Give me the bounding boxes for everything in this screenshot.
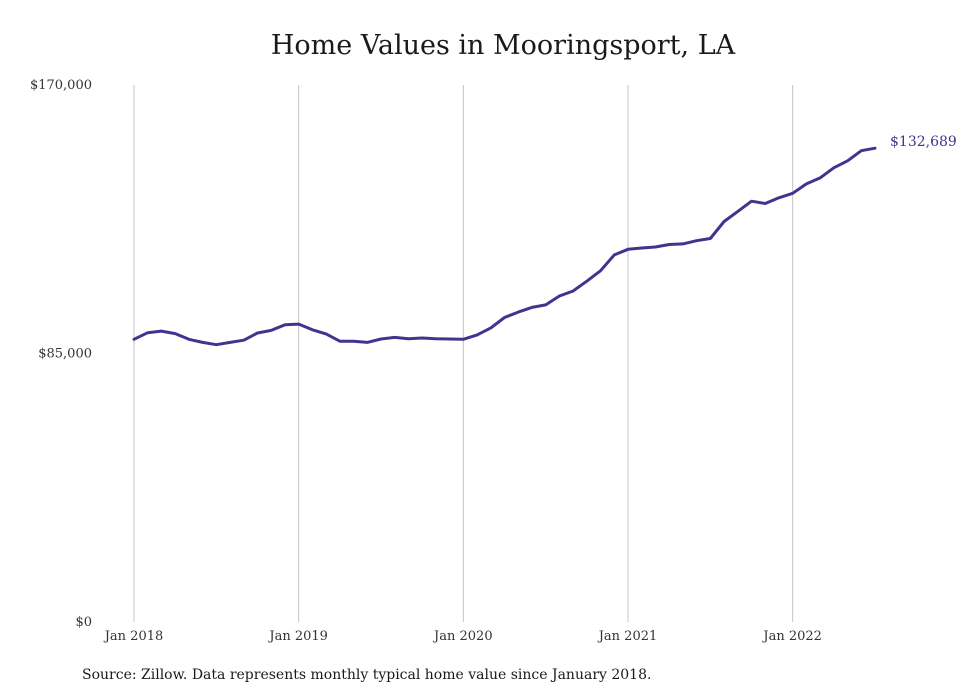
y-axis-ticks: $0 $85,000 $170,000 xyxy=(30,78,92,630)
x-axis-ticks: Jan 2018 Jan 2019 Jan 2020 Jan 2021 Jan 2022 xyxy=(103,629,822,644)
chart-title: Home Values in Mooringsport, LA xyxy=(270,30,736,61)
x-tick-label: Jan 2019 xyxy=(267,629,328,644)
x-tick-label: Jan 2021 xyxy=(597,629,658,644)
x-tick-label: Jan 2020 xyxy=(432,629,493,644)
y-tick-label: $85,000 xyxy=(38,347,92,362)
source-note: Source: Zillow. Data represents monthly … xyxy=(82,667,652,683)
x-tick-label: Jan 2018 xyxy=(103,629,164,644)
grid-lines xyxy=(133,85,794,622)
y-tick-label: $170,000 xyxy=(30,78,92,93)
end-value-label: $132,689 xyxy=(890,134,957,150)
series-line xyxy=(132,146,877,347)
x-tick-label: Jan 2022 xyxy=(761,629,822,644)
y-tick-label: $0 xyxy=(75,615,92,630)
